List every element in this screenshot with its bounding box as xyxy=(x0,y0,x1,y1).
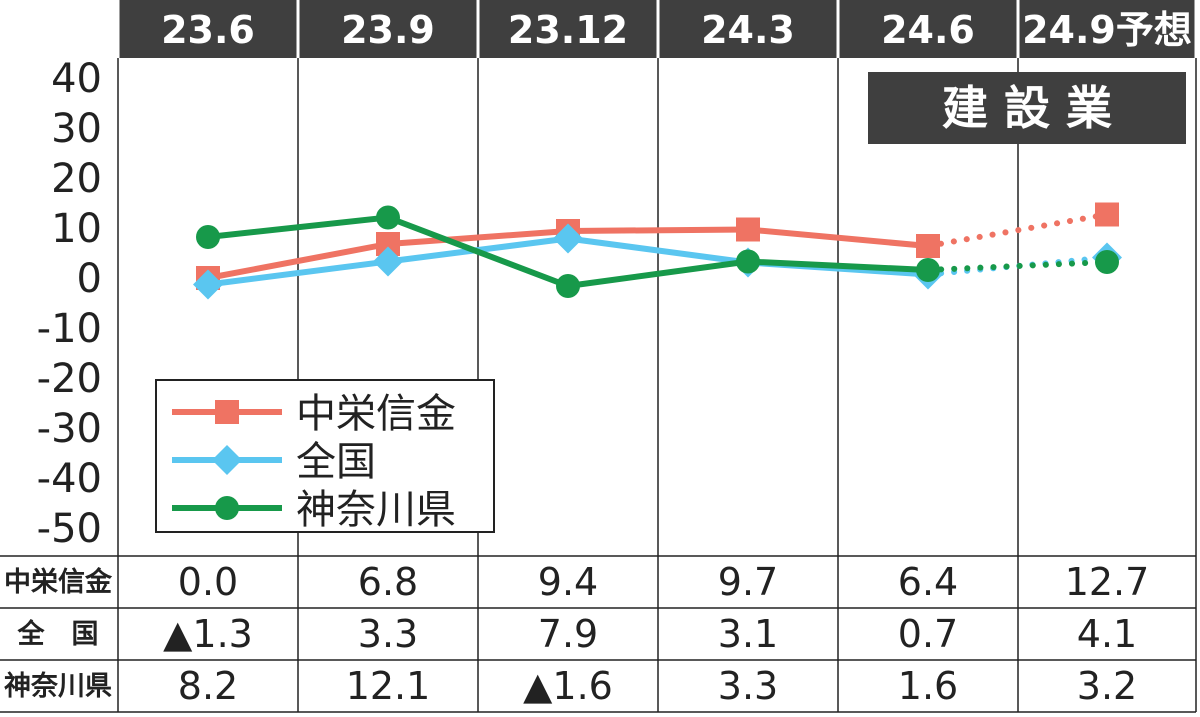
y-tick-label: 20 xyxy=(51,156,102,202)
legend-label-1: 全国 xyxy=(296,439,376,485)
header-cell xyxy=(479,0,657,58)
table-cell-2-3: 3.3 xyxy=(718,664,778,708)
table-cell-1-1: 3.3 xyxy=(358,612,418,656)
data-point-2-2 xyxy=(556,274,580,298)
legend-marker-1 xyxy=(212,445,242,475)
header-label-5: 24.9予想 xyxy=(1022,8,1192,52)
header-label-1: 23.9 xyxy=(341,8,435,52)
data-point-2-5 xyxy=(1095,250,1119,274)
legend-marker-0 xyxy=(215,400,239,424)
table-cell-0-3: 9.7 xyxy=(718,560,778,604)
data-point-0-4 xyxy=(916,234,940,258)
y-tick-label: -50 xyxy=(37,506,102,552)
table-cell-2-2: ▲1.6 xyxy=(523,664,613,708)
header-row: 23.6 23.9 23.12 24.3 24.6 24.9予想 xyxy=(119,0,1195,58)
table-cell-0-5: 12.7 xyxy=(1065,560,1150,604)
data-point-0-3 xyxy=(736,217,760,242)
header-label-0: 23.6 xyxy=(161,8,255,52)
y-tick-label: -40 xyxy=(37,456,102,502)
table-cell-1-3: 3.1 xyxy=(718,612,778,656)
chart-title-box: 建 設 業 xyxy=(868,72,1186,144)
table-cell-1-0: ▲1.3 xyxy=(163,612,253,656)
title-background xyxy=(868,72,1186,144)
data-point-1-0 xyxy=(193,269,223,300)
table-cell-1-2: 7.9 xyxy=(538,612,598,656)
series xyxy=(193,202,1122,300)
table-cell-0-0: 0.0 xyxy=(178,560,238,604)
y-tick-label: 0 xyxy=(77,256,102,302)
data-point-2-3 xyxy=(736,249,760,274)
chart-title: 建 設 業 xyxy=(942,81,1112,135)
header-cell xyxy=(839,0,1017,58)
y-tick-label: -10 xyxy=(37,306,102,352)
legend-label-0: 中栄信金 xyxy=(296,391,456,437)
header-label-4: 24.6 xyxy=(881,8,975,52)
table-cell-0-2: 9.4 xyxy=(538,560,598,604)
header-cell xyxy=(1019,0,1195,58)
row-label-1: 全 国 xyxy=(17,618,99,650)
y-tick-label: 10 xyxy=(51,206,102,252)
grid xyxy=(0,58,1197,713)
row-label-0: 中栄信金 xyxy=(4,566,113,598)
table-cell-0-4: 6.4 xyxy=(898,560,958,604)
data-point-2-4 xyxy=(916,258,940,282)
data-point-2-0 xyxy=(196,225,220,249)
table-cell-1-5: 4.1 xyxy=(1077,612,1137,656)
y-tick-label: -30 xyxy=(37,406,102,452)
header-cell xyxy=(299,0,477,58)
data-point-2-1 xyxy=(376,205,400,230)
y-tick-label: 30 xyxy=(51,106,102,152)
table-cell-1-4: 0.7 xyxy=(898,612,958,656)
data-point-1-1 xyxy=(373,246,403,277)
y-tick-label: 40 xyxy=(51,56,102,102)
series-forecast-line-0 xyxy=(925,211,1110,249)
table-cell-0-1: 6.8 xyxy=(358,560,418,604)
header-label-2: 23.12 xyxy=(508,8,628,52)
legend-marker-2 xyxy=(215,496,239,520)
legend-label-2: 神奈川県 xyxy=(296,487,456,533)
table-cell-2-0: 8.2 xyxy=(178,664,238,708)
table-cell-2-1: 12.1 xyxy=(346,664,431,708)
header-cell xyxy=(119,0,297,58)
data-table: 中栄信金 0.0 6.8 9.4 9.7 6.4 12.7 全 国 ▲1.3 3.3 7.9 3.1 0… xyxy=(4,560,1149,708)
series-forecast-line-2 xyxy=(925,259,1110,273)
data-point-0-5 xyxy=(1095,202,1119,227)
header-cell xyxy=(659,0,837,58)
table-cell-2-5: 3.2 xyxy=(1077,664,1137,708)
table-cell-2-4: 1.6 xyxy=(898,664,958,708)
header-label-3: 24.3 xyxy=(701,8,795,52)
row-label-2: 神奈川県 xyxy=(4,671,112,702)
y-tick-label: -20 xyxy=(37,356,102,402)
data-point-1-2 xyxy=(553,223,583,254)
